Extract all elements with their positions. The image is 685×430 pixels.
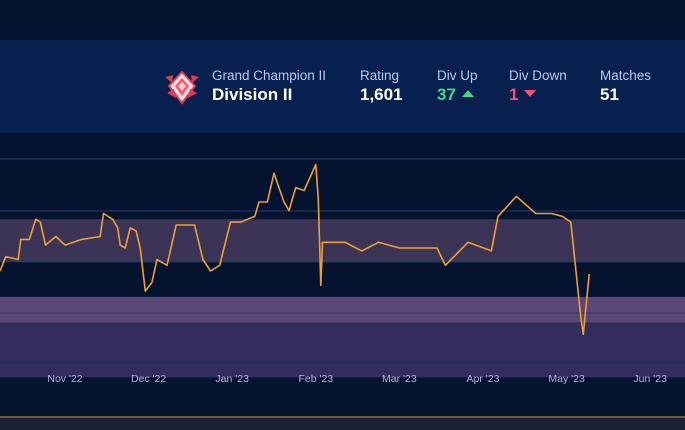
rating-label: Rating [360, 68, 400, 83]
rating-value: 1,601 [360, 85, 403, 104]
division-band [0, 296, 685, 323]
rank-division: Division II [212, 85, 293, 104]
matches-label: Matches [600, 68, 652, 83]
grand-champion-icon [165, 71, 199, 105]
rating-history-chart[interactable]: Nov '22 Dec '22 Jan '23 Feb '23 Mar '23 Apr '… [0, 133, 685, 395]
rank-tier: Grand Champion II [212, 68, 327, 83]
div-down-stat: Div Down 1 [509, 68, 567, 105]
matches-value: 51 [600, 85, 619, 104]
div-down-value: 1 [509, 85, 519, 104]
x-tick-label: Jan '23 [215, 373, 249, 385]
x-tick-label: Jun '23 [633, 373, 667, 385]
x-tick-label: May '23 [548, 373, 585, 385]
rank-info: Grand Champion II Division II [212, 68, 326, 105]
bottom-banner [0, 416, 685, 430]
matches-stat: Matches 51 [600, 68, 651, 105]
x-tick-label: Mar '23 [382, 373, 417, 385]
div-down-label: Div Down [509, 68, 567, 83]
x-tick-label: Feb '23 [298, 373, 333, 385]
div-up-value: 37 [437, 85, 456, 104]
div-up-stat: Div Up 37 [437, 68, 478, 105]
x-tick-label: Apr '23 [467, 373, 500, 385]
x-tick-label: Nov '22 [47, 373, 82, 385]
x-tick-label: Dec '22 [131, 373, 166, 385]
rank-stats-bar [0, 40, 685, 133]
division-band [0, 322, 685, 378]
arrow-down-icon [524, 90, 537, 97]
rating-series-line [0, 163, 590, 336]
division-band [0, 219, 685, 263]
arrow-up-icon [461, 90, 474, 97]
div-up-label: Div Up [437, 68, 478, 83]
rating-stat: Rating 1,601 [360, 68, 403, 105]
